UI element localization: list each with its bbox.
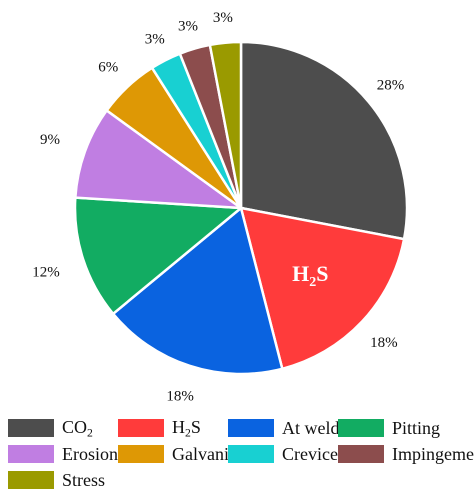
legend-label-impingement: Impingement: [392, 443, 474, 464]
pie-slices: [73, 40, 409, 376]
pct-label-impingement: 3%: [178, 19, 198, 35]
legend-swatch-crevice: [228, 445, 274, 463]
pct-label-at-weld: 18%: [166, 388, 194, 404]
pct-label-crevice: 3%: [145, 32, 165, 48]
legend-label-at-weld: At weld: [282, 417, 340, 438]
pie-slice-stress: [208, 40, 243, 209]
pie-slice-co2: [239, 40, 409, 241]
legend-label-co2: CO2: [62, 416, 93, 440]
percentage-labels: 28% 18% 18% 12% 9% 6% 3% 3% 3%: [32, 10, 405, 404]
legend: CO2 H2S At weld Pitting Erosion Galvanic Crevi…: [0, 414, 474, 490]
legend-swatch-stress: [8, 471, 54, 489]
legend-swatch-erosion: [8, 445, 54, 463]
legend-item-galvanic: Galvanic: [118, 444, 237, 464]
legend-label-galvanic: Galvanic: [172, 443, 237, 464]
legend-label-h2s: H2S: [172, 416, 201, 440]
pct-label-stress: 3%: [213, 10, 233, 26]
pie-chart: 28% 18% 18% 12% 9% 6% 3% 3% 3% H2S: [32, 10, 409, 404]
pct-label-pitting: 12%: [32, 264, 60, 280]
legend-label-pitting: Pitting: [392, 417, 441, 438]
legend-item-erosion: Erosion: [8, 444, 118, 464]
legend-label-erosion: Erosion: [62, 443, 118, 464]
legend-item-stress: Stress: [8, 470, 105, 490]
pie-slice-at-weld: [111, 205, 284, 376]
legend-swatch-galvanic: [118, 445, 164, 463]
pct-label-erosion: 9%: [40, 132, 60, 148]
legend-swatch-at-weld: [228, 419, 274, 437]
legend-label-crevice: Crevice: [282, 443, 338, 464]
pct-label-co2: 28%: [377, 77, 405, 93]
legend-item-pitting: Pitting: [338, 418, 440, 438]
legend-swatch-co2: [8, 419, 54, 437]
legend-swatch-pitting: [338, 419, 384, 437]
legend-item-impingement: Impingement: [338, 444, 474, 464]
legend-label-stress: Stress: [62, 469, 106, 490]
legend-item-at-weld: At weld: [228, 418, 340, 438]
legend-item-crevice: Crevice: [228, 444, 338, 464]
in-slice-label-group: H2S: [292, 261, 328, 290]
legend-item-co2: CO2: [8, 416, 93, 440]
pct-label-galvanic: 6%: [98, 60, 118, 76]
pie-slice-pitting: [73, 196, 245, 316]
legend-item-h2s: H2S: [118, 416, 201, 440]
pie-slice-h2s: [239, 206, 406, 371]
in-slice-label-h2s: H2S: [292, 261, 328, 290]
legend-swatch-impingement: [338, 445, 384, 463]
pct-label-h2s: 18%: [370, 335, 398, 351]
pie-slice-erosion: [74, 108, 246, 210]
legend-swatch-h2s: [118, 419, 164, 437]
